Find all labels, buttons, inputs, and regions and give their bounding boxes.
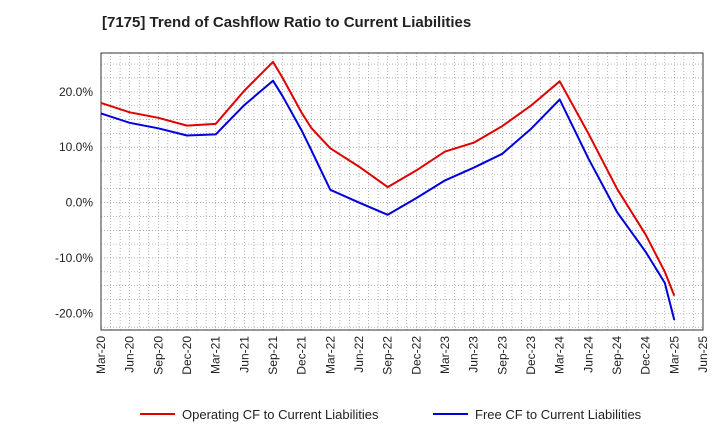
x-tick-label: Jun-20 — [123, 336, 137, 373]
series-operating-cf-line — [100, 60, 676, 297]
series-layer — [100, 60, 676, 321]
legend: Operating CF to Current Liabilities Free… — [140, 407, 642, 422]
x-tick-label: Sep-24 — [610, 336, 624, 375]
chart-title: [7175] Trend of Cashflow Ratio to Curren… — [102, 14, 472, 31]
legend-label-operating: Operating CF to Current Liabilities — [182, 407, 379, 422]
x-tick-label: Dec-20 — [180, 336, 194, 375]
x-tick-label: Jun-21 — [237, 336, 251, 373]
x-tick-label: Mar-20 — [94, 336, 108, 374]
x-tick-label: Sep-21 — [266, 336, 280, 375]
x-tick-label: Jun-24 — [581, 336, 595, 373]
y-tick-label: 20.0% — [59, 85, 93, 99]
x-tick-label: Dec-22 — [409, 336, 423, 375]
grid — [100, 53, 704, 330]
x-tick-label: Sep-20 — [151, 336, 165, 375]
x-tick-label: Sep-23 — [495, 336, 509, 375]
series-free-cf-line — [100, 79, 676, 321]
y-tick-label: 0.0% — [66, 196, 94, 210]
x-tick-label: Jun-23 — [467, 336, 481, 373]
x-tick-label: Mar-25 — [667, 336, 681, 374]
x-tick-label: Dec-24 — [639, 336, 653, 375]
x-tick-label: Mar-21 — [209, 336, 223, 374]
y-tick-label: -10.0% — [55, 251, 93, 265]
x-tick-label: Dec-21 — [295, 336, 309, 375]
x-tick-label: Jun-25 — [696, 336, 710, 373]
x-tick-label: Dec-23 — [524, 336, 538, 375]
x-axis: Mar-20 Jun-20 Sep-20 Dec-20 Mar-21 Jun-21 Sep-… — [94, 336, 710, 375]
x-tick-label: Sep-22 — [381, 336, 395, 375]
x-tick-label: Mar-24 — [553, 336, 567, 374]
legend-label-free: Free CF to Current Liabilities — [475, 407, 642, 422]
y-tick-label: 10.0% — [59, 140, 93, 154]
x-tick-label: Jun-22 — [352, 336, 366, 373]
y-tick-label: -20.0% — [55, 306, 93, 320]
x-tick-label: Mar-23 — [438, 336, 452, 374]
plot-frame — [100, 52, 704, 331]
x-tick-label: Mar-22 — [323, 336, 337, 374]
y-axis: 20.0% 10.0% 0.0% -10.0% -20.0% — [55, 85, 93, 321]
